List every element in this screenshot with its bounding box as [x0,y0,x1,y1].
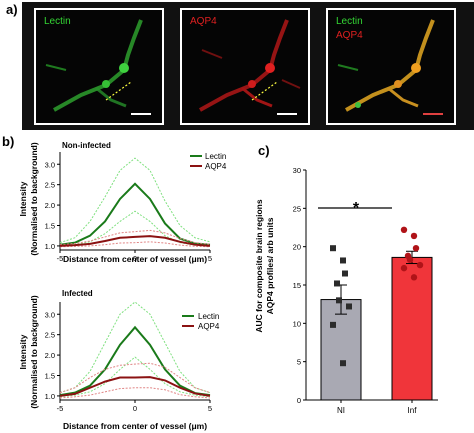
datapoint-ni [342,270,348,277]
barchart-ytick-label: 5 [297,358,301,367]
bar-inf [391,256,433,401]
plot1-ytick-label: 3.0 [45,160,55,169]
panel-c-letter: c) [258,143,270,158]
barchart-xtick-label-inf: Inf [408,406,418,415]
barchart-ytick-label: 30 [293,166,301,175]
barchart-xtick-label-ni: NI [337,406,345,415]
barchart-ytick-label: 0 [297,396,301,405]
plot2-xtick-label: 0 [133,404,137,413]
plot1-ytick-label: 2.5 [45,181,55,190]
plot2-ytick-label: 3.0 [45,310,55,319]
panel-b-letter: b) [2,134,15,149]
plot1-legend-lectin: Lectin [205,152,226,161]
plot1-ylabel-line2: (Normalised to background) [29,142,39,256]
plot1-ytick-label: 1.5 [45,222,55,231]
datapoint-ni [330,245,336,252]
plot1-legend-aqp4: AQP4 [205,162,227,171]
datapoint-ni [334,280,340,287]
plot1-ylabel-line1: Intensity [18,181,28,216]
plot2-ylabel-line2: (Normalised to background) [29,295,39,409]
plot2-xtick-label: -5 [57,404,64,413]
plot1-ytick-label: 2.0 [45,201,55,210]
micrograph-label-merge-aqp4: AQP4 [336,30,363,41]
plot2-ytick-label: 1.0 [45,392,55,401]
micrograph-merge: Lectin AQP4 [326,8,456,125]
plot2-legend-lectin: Lectin [198,312,219,321]
plot1-xtick-label: -5 [57,254,64,263]
datapoint-inf [416,261,424,269]
micrograph-label-lectin: Lectin [44,16,71,27]
datapoint-ni [346,303,352,310]
plot1-aqp4-lower-sem-line [59,241,211,248]
plot2-title: Infected [62,289,93,298]
plot2-ytick-label: 2.0 [45,351,55,360]
barchart-ytick-label: 10 [293,319,301,328]
plot2-ytick-label: 2.5 [45,331,55,340]
plot2-xlabel: Distance from center of vessel (μm) [63,421,207,431]
datapoint-inf [400,264,408,272]
plot2-ytick-label: 1.5 [45,372,55,381]
datapoint-ni [340,257,346,264]
datapoint-inf [400,226,408,233]
micrograph-aqp4-image [199,19,301,115]
plot1-xlabel: Distance from center of vessel (μm) [63,254,207,264]
panel-a-letter: a) [6,2,18,17]
plot2-legend: Lectin AQP4 [182,312,220,331]
plot1-lectin-upper-sem-line [59,157,211,244]
plot2-aqp4-mean-line [59,376,211,397]
micrograph-lectin: Lectin [34,8,164,125]
datapoint-ni [336,297,342,304]
micrograph-merge-image [337,19,443,115]
plot2-aqp4-lower-sem-line [59,387,211,399]
plot1-ytick-label: 1.0 [45,242,55,251]
barchart-ytick-label: 25 [293,204,301,213]
datapoint-ni [340,360,346,367]
barchart-ytick-label: 15 [293,281,301,290]
datapoint-inf [412,245,420,252]
barchart-ylabel-line2: AQP4 profiles/ arb units [265,217,275,314]
plot1-lectin-mean-line [59,182,211,246]
plot1-aqp4-upper-sem-line [59,229,211,246]
plot2-lectin-mean-line [59,325,211,397]
plot1-xtick-label: 5 [208,254,212,263]
micrograph-label-aqp4: AQP4 [190,16,217,27]
micrograph-label-merge-lectin: Lectin [336,16,363,27]
barchart-ylabel-line1: AUC for composite brain regions [254,199,264,332]
datapoint-inf [410,232,418,240]
plot1-aqp4-mean-line [59,235,211,247]
plot2-aqp4-upper-sem-line [59,362,211,394]
plot2-xtick-label: 5 [208,404,212,413]
plot2-legend-aqp4: AQP4 [198,322,220,331]
significance-marker: * [353,200,360,217]
micrograph-lectin-image [45,19,151,115]
plot2-lectin-lower-sem-line [59,356,211,398]
datapoint-inf [410,274,418,281]
barchart-area: 0 5 10 15 20 25 30 NI Inf [293,166,438,415]
plot1-xtick-label: 0 [133,254,137,263]
datapoint-ni [330,321,336,328]
plot2-area: 1.0 1.5 2.0 2.5 3.0 -5 0 5 [45,301,212,413]
barchart-ytick-label: 20 [293,243,301,252]
micrograph-aqp4: AQP4 [180,8,310,125]
plot1-legend: Lectin AQP4 [190,152,227,171]
plot1-area: 1.0 1.5 2.0 2.5 3.0 -5 0 5 [45,152,212,263]
plot2-ylabel-line1: Intensity [18,334,28,369]
plot1-title: Non-infected [62,141,111,150]
datapoint-inf [406,256,414,263]
